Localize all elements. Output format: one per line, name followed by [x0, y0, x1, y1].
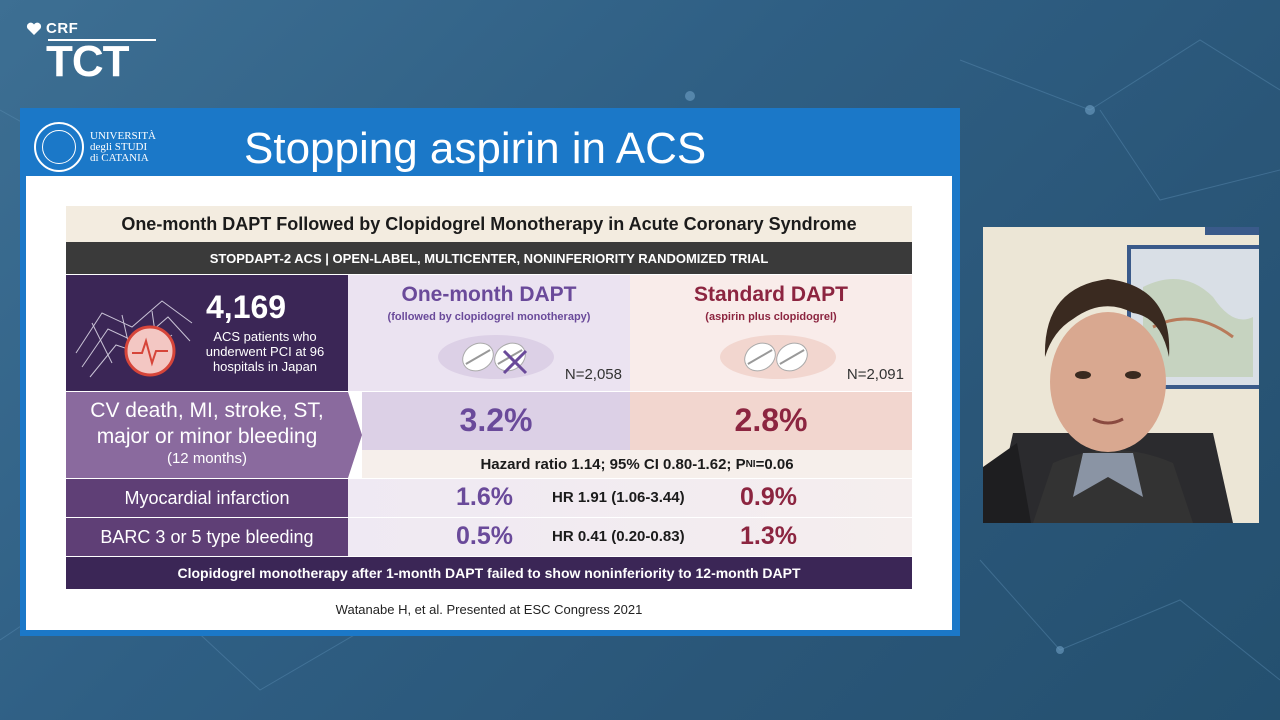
- university-name: UNIVERSITÀ degli STUDI di CATANIA: [90, 129, 156, 164]
- arm-std-n: N=2,091: [846, 366, 904, 383]
- arm-one-n: N=2,058: [564, 366, 622, 383]
- university-logo: UNIVERSITÀ degli STUDI di CATANIA: [34, 122, 156, 172]
- secondary-hr: HR 0.41 (0.20-0.83): [552, 528, 685, 545]
- pills-crossed-icon: [438, 335, 554, 379]
- secondary-hr: HR 1.91 (1.06-3.44): [552, 489, 685, 506]
- crf-brand: CRF: [26, 20, 78, 37]
- crf-label: CRF: [46, 20, 79, 37]
- secondary-row: BARC 3 or 5 type bleeding 0.5% HR 0.41 (…: [66, 518, 912, 556]
- secondary-values: [348, 518, 912, 556]
- arm-std-detail: (aspirin plus clopidogrel): [705, 311, 837, 323]
- crf-tct-logo: CRF TCT: [26, 20, 156, 84]
- trial-design-bar: STOPDAPT-2 ACS | OPEN-LABEL, MULTICENTER…: [66, 242, 912, 274]
- presentation-slide: UNIVERSITÀ degli STUDI di CATANIA Stoppi…: [20, 108, 960, 636]
- arm-one-name: One-month DAPT: [401, 283, 577, 306]
- logo-divider: [48, 39, 156, 41]
- primary-endpoint-duration: (12 months): [166, 450, 248, 467]
- primary-one-cell: 3.2%: [362, 392, 630, 450]
- population-box: 4,169 ACS patients who underwent PCI at …: [66, 275, 348, 391]
- endpoint-arrow-icon: [348, 392, 362, 478]
- speaker-video: [983, 227, 1259, 523]
- arm-std-name: Standard DAPT: [693, 283, 848, 306]
- secondary-values: [348, 479, 912, 517]
- primary-std-value: 2.8%: [734, 402, 808, 438]
- secondary-label: Myocardial infarction: [66, 479, 348, 517]
- heart-icon: [26, 22, 42, 35]
- population-description: ACS patients who underwent PCI at 96 hos…: [205, 329, 325, 374]
- arm-standard-header: Standard DAPT (aspirin plus clopidogrel)…: [630, 275, 912, 391]
- university-seal-icon: [34, 122, 84, 172]
- slide-body: One-month DAPT Followed by Clopidogrel M…: [26, 176, 952, 630]
- slide-header: UNIVERSITÀ degli STUDI di CATANIA Stoppi…: [26, 114, 954, 178]
- arm-one-month-header: One-month DAPT (followed by clopidogrel …: [348, 275, 630, 391]
- secondary-row: Myocardial infarction 1.6% HR 1.91 (1.06…: [66, 479, 912, 517]
- secondary-one-value: 0.5%: [456, 522, 513, 550]
- secondary-std-value: 1.3%: [740, 522, 797, 550]
- patient-count: 4,169: [206, 289, 287, 325]
- primary-one-value: 3.2%: [459, 402, 533, 438]
- slide-title: Stopping aspirin in ACS: [244, 124, 707, 173]
- study-title: One-month DAPT Followed by Clopidogrel M…: [66, 206, 912, 242]
- primary-endpoint-text: CV death, MI, stroke, ST, major or minor…: [90, 399, 324, 448]
- hazard-ratio-text: Hazard ratio 1.14; 95% CI 0.80-1.62; P: [480, 455, 746, 473]
- stent-heart-icon: [75, 300, 193, 378]
- speaker-video-frame: [983, 227, 1259, 523]
- conclusion-bar: Clopidogrel monotherapy after 1-month DA…: [66, 557, 912, 589]
- hazard-ratio-subscript: NI: [745, 458, 756, 470]
- hazard-ratio-pvalue: =0.06: [755, 455, 794, 473]
- secondary-label: BARC 3 or 5 type bleeding: [66, 518, 348, 556]
- row-divider: [66, 517, 912, 518]
- primary-endpoint-label: CV death, MI, stroke, ST, major or minor…: [66, 392, 348, 478]
- secondary-std-value: 0.9%: [740, 483, 797, 511]
- tct-label: TCT: [46, 37, 130, 86]
- pills-icon: [720, 335, 836, 379]
- primary-std-cell: 2.8%: [630, 392, 912, 450]
- hazard-ratio-bar: Hazard ratio 1.14; 95% CI 0.80-1.62; P NI…: [362, 450, 912, 478]
- citation: Watanabe H, et al. Presented at ESC Cong…: [335, 602, 643, 617]
- secondary-one-value: 1.6%: [456, 483, 513, 511]
- arm-one-detail: (followed by clopidogrel monotherapy): [387, 311, 591, 323]
